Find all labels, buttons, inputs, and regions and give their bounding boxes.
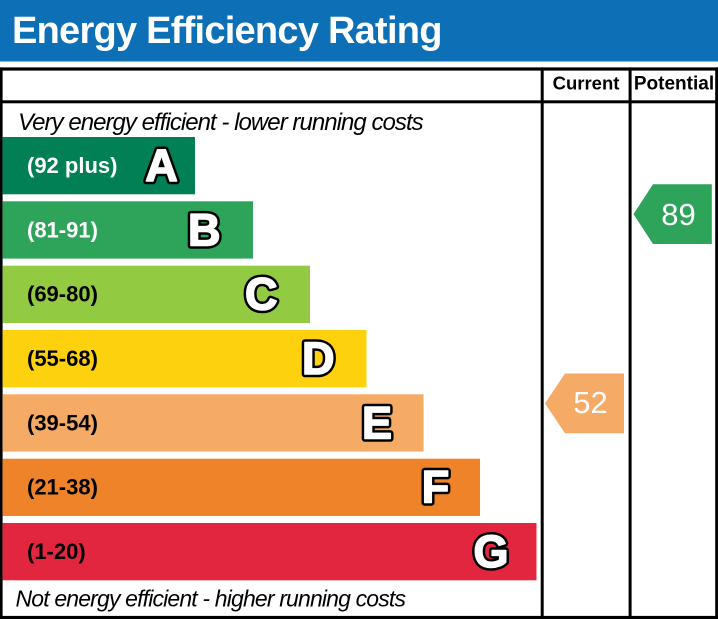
svg-text:Potential: Potential xyxy=(634,74,714,95)
svg-text:89: 89 xyxy=(661,197,695,232)
svg-text:D: D xyxy=(302,333,335,384)
svg-text:Not energy efficient - higher: Not energy efficient - higher running co… xyxy=(16,585,407,611)
svg-text:E: E xyxy=(362,397,392,448)
svg-text:D: D xyxy=(302,333,335,384)
svg-text:F: F xyxy=(422,462,450,513)
svg-text:G: G xyxy=(473,526,508,577)
svg-text:A: A xyxy=(145,140,178,191)
svg-text:F: F xyxy=(422,462,450,513)
svg-text:E: E xyxy=(362,397,392,448)
svg-text:(55-68): (55-68) xyxy=(27,346,98,371)
svg-text:B: B xyxy=(188,204,221,255)
svg-text:Very energy efficient - lower: Very energy efficient - lower running co… xyxy=(18,109,424,136)
svg-text:(1-20): (1-20) xyxy=(27,539,86,564)
svg-text:Energy Efficiency Rating: Energy Efficiency Rating xyxy=(12,10,442,52)
svg-text:(39-54): (39-54) xyxy=(27,410,98,435)
svg-text:G: G xyxy=(473,526,508,577)
svg-text:(92 plus): (92 plus) xyxy=(27,153,117,178)
svg-text:C: C xyxy=(245,269,278,320)
svg-text:C: C xyxy=(245,269,278,320)
svg-text:(69-80): (69-80) xyxy=(27,282,98,307)
svg-text:B: B xyxy=(188,204,221,255)
svg-text:52: 52 xyxy=(573,385,607,420)
svg-text:Current: Current xyxy=(553,72,620,93)
svg-text:(21-38): (21-38) xyxy=(27,475,98,500)
svg-text:A: A xyxy=(145,140,178,191)
svg-text:(81-91): (81-91) xyxy=(27,217,98,242)
